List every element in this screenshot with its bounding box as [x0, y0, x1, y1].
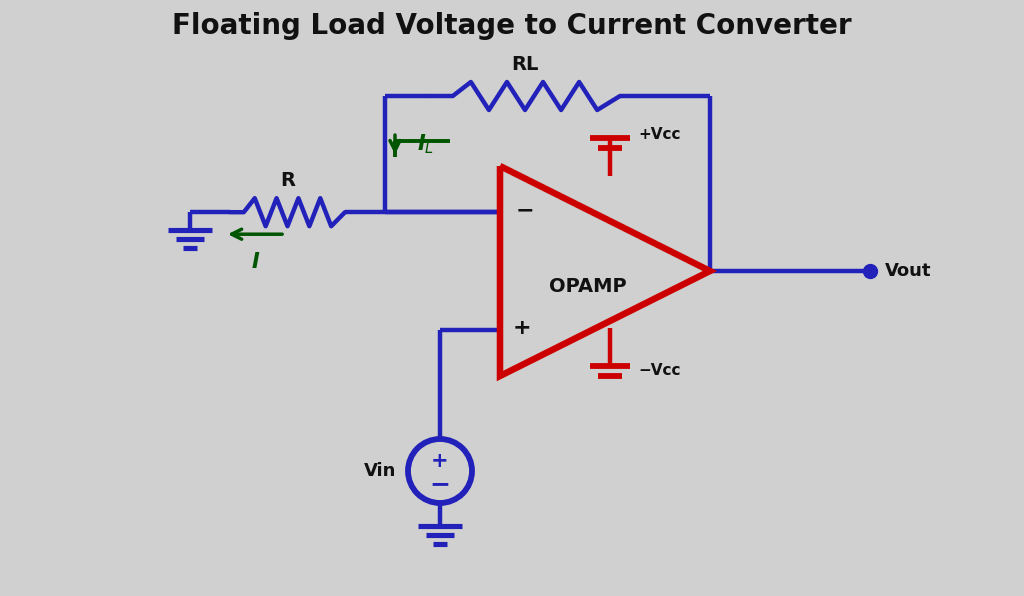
Text: −: −: [429, 472, 451, 496]
Text: +: +: [513, 318, 531, 338]
Text: Vout: Vout: [885, 262, 932, 280]
Text: +Vcc: +Vcc: [638, 128, 681, 142]
Text: OPAMP: OPAMP: [550, 277, 627, 296]
Text: I: I: [251, 252, 259, 272]
Text: +: +: [431, 451, 449, 471]
Text: Floating Load Voltage to Current Converter: Floating Load Voltage to Current Convert…: [172, 12, 852, 40]
Text: −: −: [516, 200, 535, 220]
Text: Vin: Vin: [364, 462, 396, 480]
Text: −Vcc: −Vcc: [638, 364, 681, 378]
Text: RL: RL: [511, 55, 539, 74]
Text: I$_L$: I$_L$: [417, 132, 434, 156]
Text: R: R: [280, 171, 295, 190]
